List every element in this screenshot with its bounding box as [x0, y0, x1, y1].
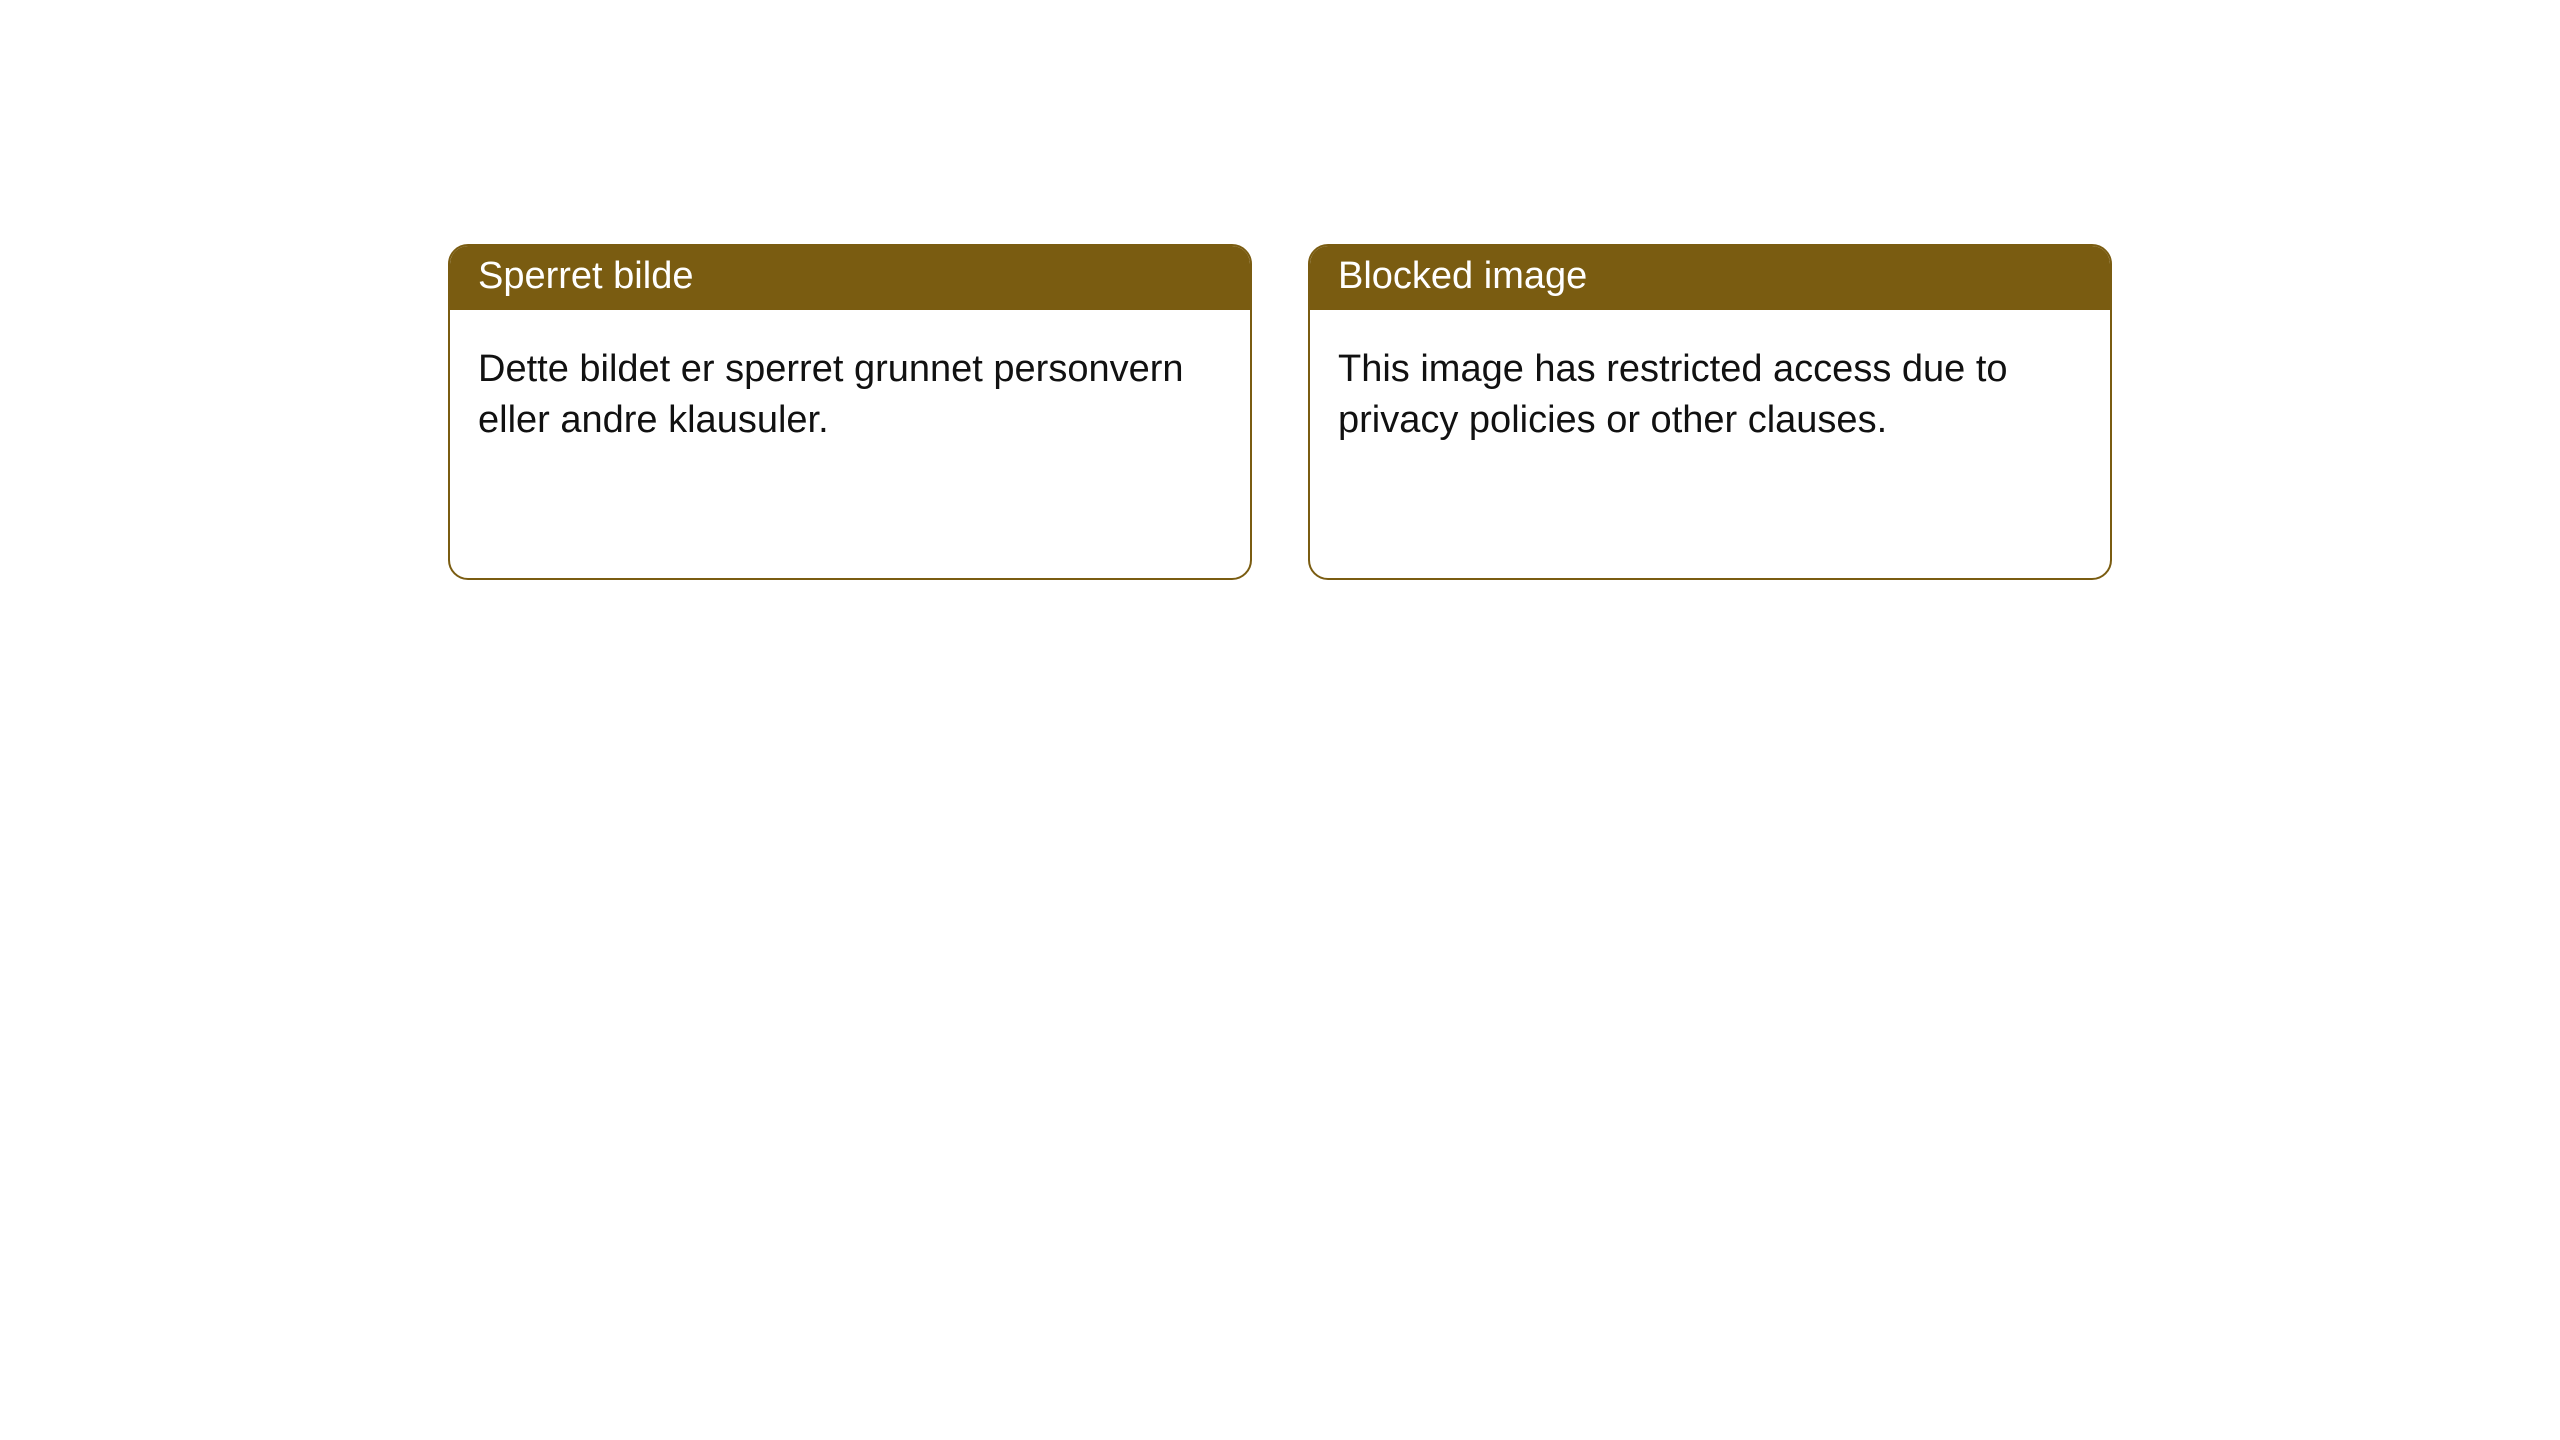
notice-card-body: Dette bildet er sperret grunnet personve… [450, 310, 1250, 481]
notice-container: Sperret bilde Dette bildet er sperret gr… [0, 0, 2560, 580]
notice-card-english: Blocked image This image has restricted … [1308, 244, 2112, 580]
notice-card-title: Blocked image [1310, 246, 2110, 310]
notice-card-body: This image has restricted access due to … [1310, 310, 2110, 481]
notice-card-title: Sperret bilde [450, 246, 1250, 310]
notice-card-norwegian: Sperret bilde Dette bildet er sperret gr… [448, 244, 1252, 580]
